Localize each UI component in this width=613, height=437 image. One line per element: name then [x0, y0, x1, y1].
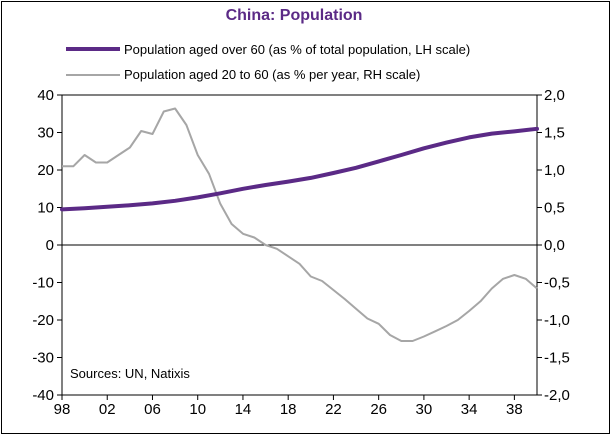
right-axis-tick-label: -1,0 — [544, 312, 570, 329]
x-axis-tick-label: 26 — [370, 401, 387, 418]
right-axis-tick-label: 1,0 — [544, 162, 565, 179]
legend-label-20-to-60: Population aged 20 to 60 (as % per year,… — [124, 67, 420, 82]
right-axis-tick-label: -1,5 — [544, 350, 570, 367]
right-axis-tick-label: 0,5 — [544, 200, 565, 217]
left-axis-tick-label: -30 — [32, 350, 54, 367]
source-note: Sources: UN, Natixis — [70, 366, 190, 381]
x-axis-tick-label: 10 — [189, 401, 206, 418]
left-axis-tick-label: 0 — [46, 237, 54, 254]
right-axis-tick-label: 2,0 — [544, 87, 565, 104]
x-axis-tick-label: 22 — [325, 401, 342, 418]
right-axis-tick-label: 1,5 — [544, 125, 565, 142]
x-axis-tick-label: 14 — [235, 401, 252, 418]
x-axis-tick-label: 98 — [54, 401, 71, 418]
left-axis-tick-label: 40 — [37, 87, 54, 104]
left-axis-tick-label: 20 — [37, 162, 54, 179]
chart-title: China: Population — [226, 7, 363, 24]
x-axis-tick-label: 06 — [144, 401, 161, 418]
left-axis-tick-label: -10 — [32, 275, 54, 292]
left-axis-tick-label: -20 — [32, 312, 54, 329]
right-axis-tick-label: -0,5 — [544, 275, 570, 292]
x-axis-tick-label: 30 — [416, 401, 433, 418]
x-axis-tick-label: 38 — [506, 401, 523, 418]
left-axis-tick-label: -40 — [32, 387, 54, 404]
x-axis-tick-label: 18 — [280, 401, 297, 418]
right-axis-tick-label: 0,0 — [544, 237, 565, 254]
x-axis-tick-label: 02 — [99, 401, 116, 418]
legend-label-over-60: Population aged over 60 (as % of total p… — [124, 42, 470, 57]
left-axis-tick-label: 10 — [37, 200, 54, 217]
x-axis-tick-label: 34 — [461, 401, 478, 418]
series-line-aged-over-60 — [60, 126, 539, 212]
series-line-aged-20-to-60 — [62, 107, 538, 342]
left-axis-tick-label: 30 — [37, 125, 54, 142]
right-axis-tick-label: -2,0 — [544, 387, 570, 404]
